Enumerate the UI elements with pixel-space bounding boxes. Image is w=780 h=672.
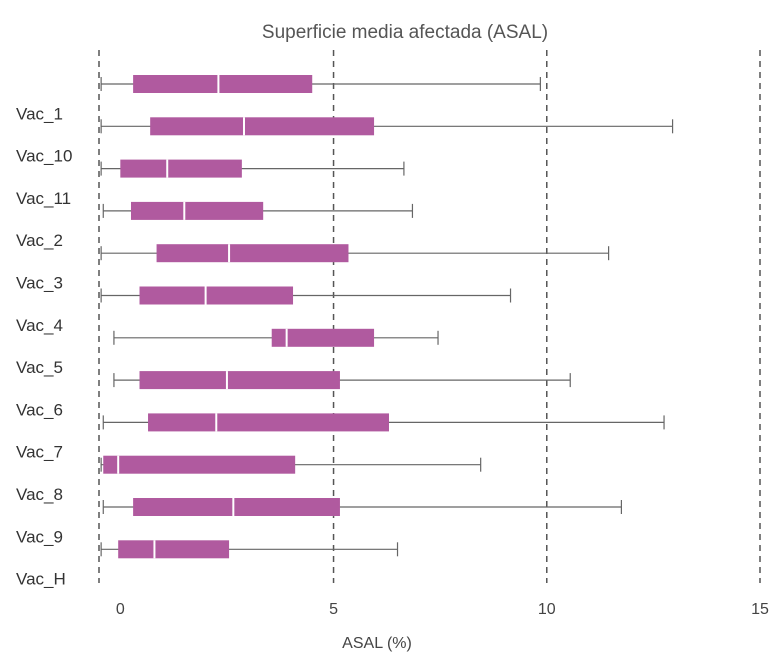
category-label: Vac_H [16, 570, 66, 589]
category-labels: Vac_1 Vac_10 Vac_11 Vac_2 Vac_3 Vac_4 Vac_5 Vac… [16, 104, 72, 588]
box-item [102, 413, 665, 432]
category-label: Vac_3 [16, 274, 63, 293]
box-iqr [271, 328, 375, 347]
x-tick-label: 5 [329, 601, 338, 618]
category-label: Vac_2 [16, 231, 63, 250]
box-item [100, 159, 405, 178]
box-iqr [156, 244, 349, 263]
x-tick-label: 10 [538, 601, 556, 618]
category-label: Vac_11 [16, 189, 71, 208]
grid-lines [98, 50, 761, 583]
box-iqr [139, 371, 340, 390]
category-label: Vac_9 [16, 527, 63, 546]
box-iqr [150, 117, 375, 136]
category-label: Vac_4 [16, 316, 63, 335]
category-label: Vac_7 [16, 443, 63, 462]
box-iqr [103, 455, 296, 474]
chart-title: Superficie media afectada (ASAL) [262, 22, 548, 43]
category-label: Vac_8 [16, 485, 63, 504]
box-iqr [139, 286, 294, 305]
x-tick-label: 15 [751, 601, 769, 618]
box-iqr [133, 498, 340, 516]
box-series [100, 75, 674, 559]
box-iqr [133, 75, 313, 93]
x-axis-title: ASAL (%) [342, 635, 412, 652]
box-item [100, 455, 482, 474]
category-label: Vac_10 [16, 147, 72, 166]
box-item [102, 498, 623, 516]
box-iqr [118, 540, 230, 559]
x-tick-label: 0 [116, 601, 125, 618]
category-label: Vac_1 [16, 104, 63, 123]
box-item [102, 201, 414, 220]
box-iqr [130, 201, 264, 220]
box-item [100, 540, 399, 559]
box-item [100, 75, 541, 93]
box-item [100, 286, 512, 305]
x-tick-labels: 0 5 10 15 [116, 601, 769, 618]
box-iqr [120, 159, 242, 178]
box-item [113, 371, 571, 390]
box-item [113, 328, 439, 347]
box-item [100, 244, 610, 263]
category-label: Vac_5 [16, 358, 63, 377]
box-iqr [148, 413, 389, 432]
category-label: Vac_6 [16, 400, 63, 419]
box-item [100, 117, 674, 136]
